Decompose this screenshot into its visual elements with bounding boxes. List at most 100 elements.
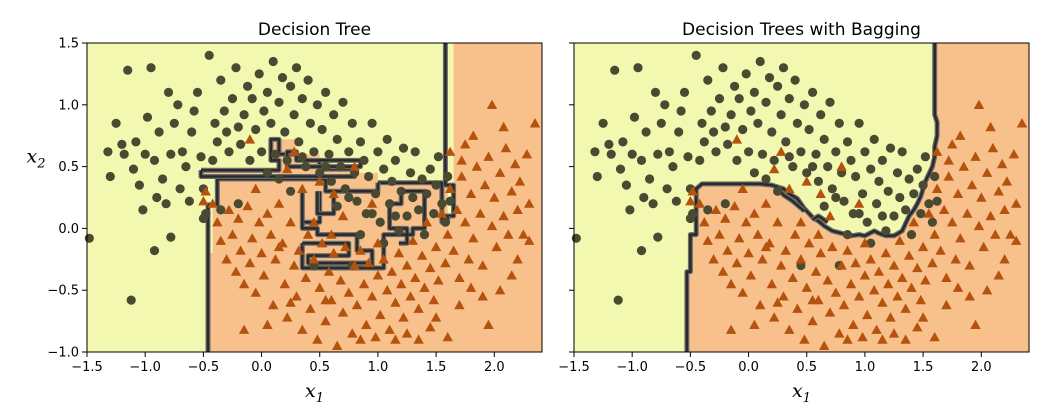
circle-point (402, 211, 412, 221)
circle-point (842, 230, 853, 240)
triangle-point (250, 183, 261, 193)
circle-point (621, 180, 632, 190)
triangle-point (702, 235, 713, 245)
circle-point (668, 162, 678, 172)
circle-point (877, 211, 888, 221)
triangle-point (772, 217, 783, 227)
circle-point (811, 149, 821, 159)
circle-point (885, 143, 896, 153)
triangle-point (903, 250, 915, 260)
triangle-point (244, 257, 256, 268)
circle-point (251, 124, 261, 135)
circle-point (757, 149, 768, 159)
circle-point (679, 87, 690, 97)
circle-point (571, 233, 581, 243)
triangle-point (827, 241, 838, 252)
x-tick-label: 1.0 (855, 360, 876, 375)
triangle-point (775, 146, 787, 156)
triangle-point (973, 220, 985, 231)
triangle-point (244, 134, 256, 144)
triangle-point (518, 229, 529, 239)
circle-point (274, 97, 284, 107)
triangle-point (950, 254, 961, 264)
triangle-point (888, 328, 900, 338)
circle-point (892, 168, 903, 178)
circle-point (375, 217, 385, 227)
triangle-point (314, 282, 325, 292)
triangle-point (471, 161, 482, 171)
circle-point (648, 199, 658, 209)
circle-point (315, 168, 325, 178)
triangle-point (521, 149, 533, 159)
x-tick-label: 0.5 (796, 360, 817, 375)
circle-point (305, 118, 315, 128)
triangle-point (491, 241, 502, 252)
circle-point (408, 192, 418, 203)
circle-point (641, 127, 651, 137)
triangle-point (337, 210, 349, 221)
triangle-point (265, 229, 277, 239)
triangle-point (308, 254, 320, 264)
circle-point (332, 134, 342, 144)
triangle-point (938, 204, 950, 214)
triangle-point (524, 235, 535, 245)
triangle-point (795, 254, 807, 264)
x-tick-label: 2.0 (484, 360, 505, 375)
circle-point (604, 139, 614, 149)
triangle-point (1001, 176, 1013, 186)
triangle-point (328, 247, 339, 258)
triangle-point (384, 324, 395, 334)
triangle-point (386, 266, 398, 276)
circle-point (776, 110, 786, 120)
circle-point (396, 186, 406, 196)
triangle-point (512, 204, 523, 214)
triangle-point (326, 229, 337, 239)
triangle-point (405, 291, 416, 301)
triangle-point (282, 312, 293, 322)
circle-point (329, 110, 339, 120)
triangle-point (801, 282, 812, 292)
triangle-point (842, 334, 853, 344)
triangle-point (268, 299, 279, 310)
triangle-point (215, 235, 226, 245)
circle-point (274, 174, 284, 184)
triangle-point (288, 260, 300, 270)
triangle-point (410, 272, 421, 282)
circle-point (184, 196, 194, 206)
triangle-point (1011, 198, 1022, 208)
circle-point (181, 162, 191, 172)
circle-point (303, 75, 313, 85)
circle-point (629, 112, 640, 122)
circle-point (390, 155, 400, 165)
circle-point (825, 97, 835, 107)
circle-point (755, 56, 765, 67)
triangle-point (291, 291, 302, 301)
circle-point (422, 189, 432, 199)
circle-point (633, 63, 643, 73)
circle-point (590, 147, 600, 157)
triangle-point (456, 155, 467, 165)
circle-point (802, 168, 812, 178)
circle-point (443, 171, 453, 182)
circle-point (854, 118, 864, 128)
triangle-point (749, 319, 760, 329)
circle-point (367, 209, 377, 219)
triangle-point (425, 322, 436, 332)
circle-point (355, 230, 366, 240)
circle-point (866, 164, 876, 174)
x-tick-label: 1.5 (913, 360, 934, 375)
triangle-point (335, 275, 346, 285)
circle-point (123, 65, 133, 75)
triangle-point (869, 285, 880, 295)
triangle-point (500, 142, 512, 153)
triangle-point (749, 208, 760, 218)
y-axis-label: x2 (27, 146, 46, 172)
triangle-point (752, 229, 764, 239)
circle-point (117, 139, 127, 149)
triangle-point (428, 294, 439, 305)
circle-point (286, 186, 296, 196)
circle-point (711, 147, 721, 157)
circle-point (846, 155, 856, 165)
circle-point (598, 118, 608, 128)
triangle-point (419, 282, 430, 292)
